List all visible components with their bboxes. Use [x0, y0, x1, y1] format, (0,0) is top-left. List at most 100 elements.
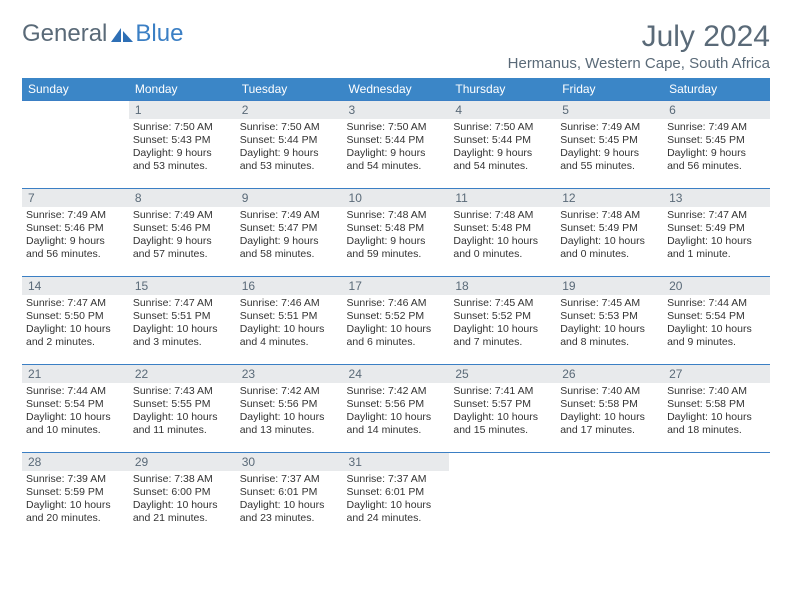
day-ss: Sunset: 5:43 PM	[133, 134, 232, 147]
day-number: 16	[236, 277, 343, 295]
day-dl: Daylight: 10 hours and 11 minutes.	[133, 411, 232, 437]
calendar-cell: 16Sunrise: 7:46 AMSunset: 5:51 PMDayligh…	[236, 277, 343, 365]
day-header-row: Sunday Monday Tuesday Wednesday Thursday…	[22, 78, 770, 101]
day-number: 8	[129, 189, 236, 207]
day-dl: Daylight: 9 hours and 55 minutes.	[560, 147, 659, 173]
day-header: Monday	[129, 78, 236, 101]
day-data: Sunrise: 7:37 AMSunset: 6:01 PMDaylight:…	[343, 471, 450, 528]
day-ss: Sunset: 5:53 PM	[560, 310, 659, 323]
day-sr: Sunrise: 7:42 AM	[240, 385, 339, 398]
calendar-table: Sunday Monday Tuesday Wednesday Thursday…	[22, 78, 770, 541]
day-sr: Sunrise: 7:46 AM	[347, 297, 446, 310]
day-data: Sunrise: 7:42 AMSunset: 5:56 PMDaylight:…	[343, 383, 450, 440]
day-sr: Sunrise: 7:45 AM	[560, 297, 659, 310]
day-dl: Daylight: 9 hours and 54 minutes.	[453, 147, 552, 173]
day-dl: Daylight: 10 hours and 17 minutes.	[560, 411, 659, 437]
day-data: Sunrise: 7:42 AMSunset: 5:56 PMDaylight:…	[236, 383, 343, 440]
day-ss: Sunset: 5:44 PM	[347, 134, 446, 147]
day-dl: Daylight: 9 hours and 53 minutes.	[133, 147, 232, 173]
month-title: July 2024	[508, 20, 770, 53]
day-ss: Sunset: 5:50 PM	[26, 310, 125, 323]
calendar-cell: 27Sunrise: 7:40 AMSunset: 5:58 PMDayligh…	[663, 365, 770, 453]
calendar-cell: 11Sunrise: 7:48 AMSunset: 5:48 PMDayligh…	[449, 189, 556, 277]
day-sr: Sunrise: 7:47 AM	[26, 297, 125, 310]
calendar-cell: 10Sunrise: 7:48 AMSunset: 5:48 PMDayligh…	[343, 189, 450, 277]
day-data: Sunrise: 7:37 AMSunset: 6:01 PMDaylight:…	[236, 471, 343, 528]
day-ss: Sunset: 5:49 PM	[560, 222, 659, 235]
day-number: 19	[556, 277, 663, 295]
day-dl: Daylight: 10 hours and 20 minutes.	[26, 499, 125, 525]
day-dl: Daylight: 9 hours and 56 minutes.	[26, 235, 125, 261]
day-ss: Sunset: 5:51 PM	[240, 310, 339, 323]
day-ss: Sunset: 5:46 PM	[26, 222, 125, 235]
day-ss: Sunset: 5:54 PM	[667, 310, 766, 323]
page-header: General Blue July 2024 Hermanus, Western…	[22, 20, 770, 72]
day-number: 1	[129, 101, 236, 119]
day-ss: Sunset: 5:47 PM	[240, 222, 339, 235]
day-data: Sunrise: 7:49 AMSunset: 5:47 PMDaylight:…	[236, 207, 343, 264]
day-dl: Daylight: 9 hours and 56 minutes.	[667, 147, 766, 173]
day-ss: Sunset: 5:46 PM	[133, 222, 232, 235]
day-sr: Sunrise: 7:42 AM	[347, 385, 446, 398]
calendar-cell: 22Sunrise: 7:43 AMSunset: 5:55 PMDayligh…	[129, 365, 236, 453]
day-ss: Sunset: 5:56 PM	[240, 398, 339, 411]
day-data: Sunrise: 7:39 AMSunset: 5:59 PMDaylight:…	[22, 471, 129, 528]
day-data: Sunrise: 7:48 AMSunset: 5:49 PMDaylight:…	[556, 207, 663, 264]
day-sr: Sunrise: 7:40 AM	[560, 385, 659, 398]
day-sr: Sunrise: 7:43 AM	[133, 385, 232, 398]
day-sr: Sunrise: 7:50 AM	[133, 121, 232, 134]
calendar-cell: 5Sunrise: 7:49 AMSunset: 5:45 PMDaylight…	[556, 101, 663, 189]
day-dl: Daylight: 10 hours and 4 minutes.	[240, 323, 339, 349]
day-sr: Sunrise: 7:41 AM	[453, 385, 552, 398]
day-header: Sunday	[22, 78, 129, 101]
calendar-cell: 24Sunrise: 7:42 AMSunset: 5:56 PMDayligh…	[343, 365, 450, 453]
day-data: Sunrise: 7:49 AMSunset: 5:45 PMDaylight:…	[663, 119, 770, 176]
day-number: 14	[22, 277, 129, 295]
day-sr: Sunrise: 7:50 AM	[453, 121, 552, 134]
calendar-cell	[449, 453, 556, 541]
day-data: Sunrise: 7:46 AMSunset: 5:52 PMDaylight:…	[343, 295, 450, 352]
day-dl: Daylight: 9 hours and 59 minutes.	[347, 235, 446, 261]
day-number: 26	[556, 365, 663, 383]
day-data: Sunrise: 7:47 AMSunset: 5:51 PMDaylight:…	[129, 295, 236, 352]
calendar-row: 7Sunrise: 7:49 AMSunset: 5:46 PMDaylight…	[22, 189, 770, 277]
day-sr: Sunrise: 7:49 AM	[26, 209, 125, 222]
day-sr: Sunrise: 7:37 AM	[240, 473, 339, 486]
brand-word-1: General	[22, 20, 107, 48]
day-number: 15	[129, 277, 236, 295]
calendar-cell: 30Sunrise: 7:37 AMSunset: 6:01 PMDayligh…	[236, 453, 343, 541]
day-ss: Sunset: 5:48 PM	[347, 222, 446, 235]
day-data: Sunrise: 7:49 AMSunset: 5:46 PMDaylight:…	[22, 207, 129, 264]
calendar-row: 21Sunrise: 7:44 AMSunset: 5:54 PMDayligh…	[22, 365, 770, 453]
day-number: 7	[22, 189, 129, 207]
day-dl: Daylight: 10 hours and 24 minutes.	[347, 499, 446, 525]
calendar-cell: 1Sunrise: 7:50 AMSunset: 5:43 PMDaylight…	[129, 101, 236, 189]
title-block: July 2024 Hermanus, Western Cape, South …	[508, 20, 770, 72]
day-data: Sunrise: 7:47 AMSunset: 5:50 PMDaylight:…	[22, 295, 129, 352]
day-ss: Sunset: 5:44 PM	[240, 134, 339, 147]
calendar-cell: 21Sunrise: 7:44 AMSunset: 5:54 PMDayligh…	[22, 365, 129, 453]
day-ss: Sunset: 5:52 PM	[453, 310, 552, 323]
day-dl: Daylight: 10 hours and 10 minutes.	[26, 411, 125, 437]
day-header: Thursday	[449, 78, 556, 101]
day-ss: Sunset: 5:45 PM	[560, 134, 659, 147]
day-sr: Sunrise: 7:49 AM	[240, 209, 339, 222]
day-ss: Sunset: 5:54 PM	[26, 398, 125, 411]
day-data: Sunrise: 7:50 AMSunset: 5:44 PMDaylight:…	[343, 119, 450, 176]
day-sr: Sunrise: 7:49 AM	[667, 121, 766, 134]
day-header: Tuesday	[236, 78, 343, 101]
calendar-cell: 8Sunrise: 7:49 AMSunset: 5:46 PMDaylight…	[129, 189, 236, 277]
day-number: 18	[449, 277, 556, 295]
day-data: Sunrise: 7:50 AMSunset: 5:43 PMDaylight:…	[129, 119, 236, 176]
day-dl: Daylight: 9 hours and 57 minutes.	[133, 235, 232, 261]
day-number: 23	[236, 365, 343, 383]
day-ss: Sunset: 5:48 PM	[453, 222, 552, 235]
day-ss: Sunset: 5:58 PM	[560, 398, 659, 411]
day-data: Sunrise: 7:38 AMSunset: 6:00 PMDaylight:…	[129, 471, 236, 528]
day-sr: Sunrise: 7:47 AM	[133, 297, 232, 310]
day-sr: Sunrise: 7:47 AM	[667, 209, 766, 222]
day-header: Saturday	[663, 78, 770, 101]
day-number: 28	[22, 453, 129, 471]
calendar-cell: 7Sunrise: 7:49 AMSunset: 5:46 PMDaylight…	[22, 189, 129, 277]
calendar-cell: 28Sunrise: 7:39 AMSunset: 5:59 PMDayligh…	[22, 453, 129, 541]
